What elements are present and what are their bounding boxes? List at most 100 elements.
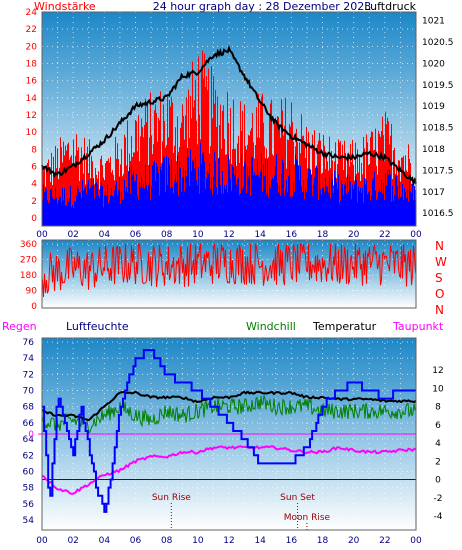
temperature-axis-tick: -2 [434,494,443,504]
astro-annotation-label: Sun Set [280,493,315,503]
hour-tick-label: 14 [254,230,266,240]
hour-tick-label: 18 [317,230,329,240]
direction-axis-tick: 0 [31,302,37,312]
wind-axis-tick: 10 [26,128,38,138]
panel-humidity-frame [41,337,417,531]
hour-tick-label: 06 [130,230,142,240]
direction-axis-tick: 270 [20,256,37,266]
lower-legend: Regen Luftfeuchte Windchill Temperatur T… [2,320,444,333]
hour-tick-label: 02 [67,230,78,240]
humidity-axis-tick: 74 [23,354,35,364]
pressure-line [41,44,417,187]
legend-windchill: Windchill [246,320,296,333]
temperature-axis-tick: 6 [435,421,441,431]
series-layer [38,44,417,513]
direction-axis-tick: 180 [20,271,37,281]
humidity-axis-tick: 56 [23,500,35,510]
humidity-axis-tick: 60 [23,467,35,477]
astro-annotation-label: Sun Rise [152,493,191,503]
temperature-axis-tick: 4 [435,439,441,449]
wind-axis-tick: 24 [26,8,38,18]
pressure-axis-tick: 1017 [422,188,445,198]
hour-tick-label: 02 [67,536,78,546]
wind-axis-tick: 16 [26,77,38,87]
wind-axis-tick: 8 [31,145,37,155]
hour-tick-label: 00 [36,230,48,240]
temperature-axis-tick: -4 [434,512,443,522]
temperature-axis-tick: 8 [435,403,441,413]
hour-tick-label: 10 [192,230,204,240]
humidity-line [42,349,416,513]
humidity-axis-tick: 54 [23,516,35,526]
axis-layer: 0246810121416182022241016.510171017.5101… [20,8,454,546]
hour-tick-label: 20 [348,230,360,240]
wind-axis-tick: 14 [26,94,38,104]
direction-axis-tick: 90 [26,287,38,297]
pressure-axis-tick: 1019.5 [422,81,454,91]
legend-temperatur: Temperatur [312,320,377,333]
wind-axis-tick: 20 [26,42,38,52]
temperature-axis-tick: 2 [435,457,441,467]
pressure-axis-tick: 1018 [422,145,445,155]
astro-annotation-label: Moon Rise [284,513,331,523]
panel-direction-frame [41,239,417,309]
wind-axis-tick: 18 [26,60,38,70]
compass-label: O [435,287,444,301]
humidity-axis-tick: 62 [23,451,34,461]
windchill-line [41,395,417,434]
hour-tick-label: 06 [130,536,142,546]
hour-tick-label: 00 [36,536,48,546]
hour-tick-label: 08 [161,536,173,546]
pressure-axis-tick: 1020.5 [422,38,454,48]
wind-axis-tick: 6 [31,163,37,173]
hour-tick-label: 08 [161,230,173,240]
wind-axis-tick: 12 [26,111,37,121]
hour-tick-label: 22 [379,536,390,546]
hour-tick-label: 16 [286,536,298,546]
pressure-axis-tick: 1017.5 [422,166,454,176]
header-center-title: 24 hour graph day : 28 Dezember 2023 [153,0,372,13]
header-right-title: Luftdruck [364,0,416,13]
panel-wind-frame [41,11,417,227]
hour-tick-label: 20 [348,536,360,546]
rain-axis-zero: 0 [28,430,34,440]
pressure-axis-tick: 1016.5 [422,209,454,219]
compass-label: N [435,239,444,253]
header-left-title: Windstärke [34,0,96,13]
wind-axis-tick: 4 [31,180,37,190]
humidity-axis-tick: 76 [23,338,35,348]
humidity-axis-tick: 64 [23,435,35,445]
wind-direction-line [42,243,416,298]
humidity-axis-tick: 68 [23,403,35,413]
humidity-axis-tick: 70 [23,387,35,397]
pressure-axis-tick: 1021 [422,17,445,27]
wind-axis-tick: 0 [31,214,37,224]
direction-axis-tick: 360 [20,240,37,250]
dewpoint-line [41,445,417,495]
hour-tick-label: 14 [254,536,266,546]
compass-label: S [435,271,443,285]
temperature-axis-tick: 12 [432,366,443,376]
legend-taupunkt: Taupunkt [392,320,444,333]
hour-tick-label: 00 [410,536,422,546]
compass-label: W [435,255,447,269]
pressure-axis-tick: 1020 [422,59,445,69]
compass-labels: N W S O N [435,239,447,317]
compass-label: N [435,303,444,317]
humidity-axis-tick: 58 [23,484,35,494]
temperature-axis-tick: 0 [435,476,441,486]
hour-tick-label: 16 [286,230,298,240]
hour-tick-label: 18 [317,536,329,546]
hour-tick-label: 00 [410,230,422,240]
hour-tick-label: 04 [99,536,111,546]
humidity-axis-tick: 66 [23,419,35,429]
pressure-axis-tick: 1019 [422,102,445,112]
humidity-axis-tick: 72 [23,370,34,380]
temperature-axis-tick: 10 [432,384,444,394]
panel-direction-background [42,240,416,308]
hour-tick-label: 22 [379,230,390,240]
wind-axis-tick: 22 [26,25,37,35]
hour-tick-label: 04 [99,230,111,240]
pressure-axis-tick: 1018.5 [422,124,454,134]
legend-luftfeuchte: Luftfeuchte [66,320,129,333]
